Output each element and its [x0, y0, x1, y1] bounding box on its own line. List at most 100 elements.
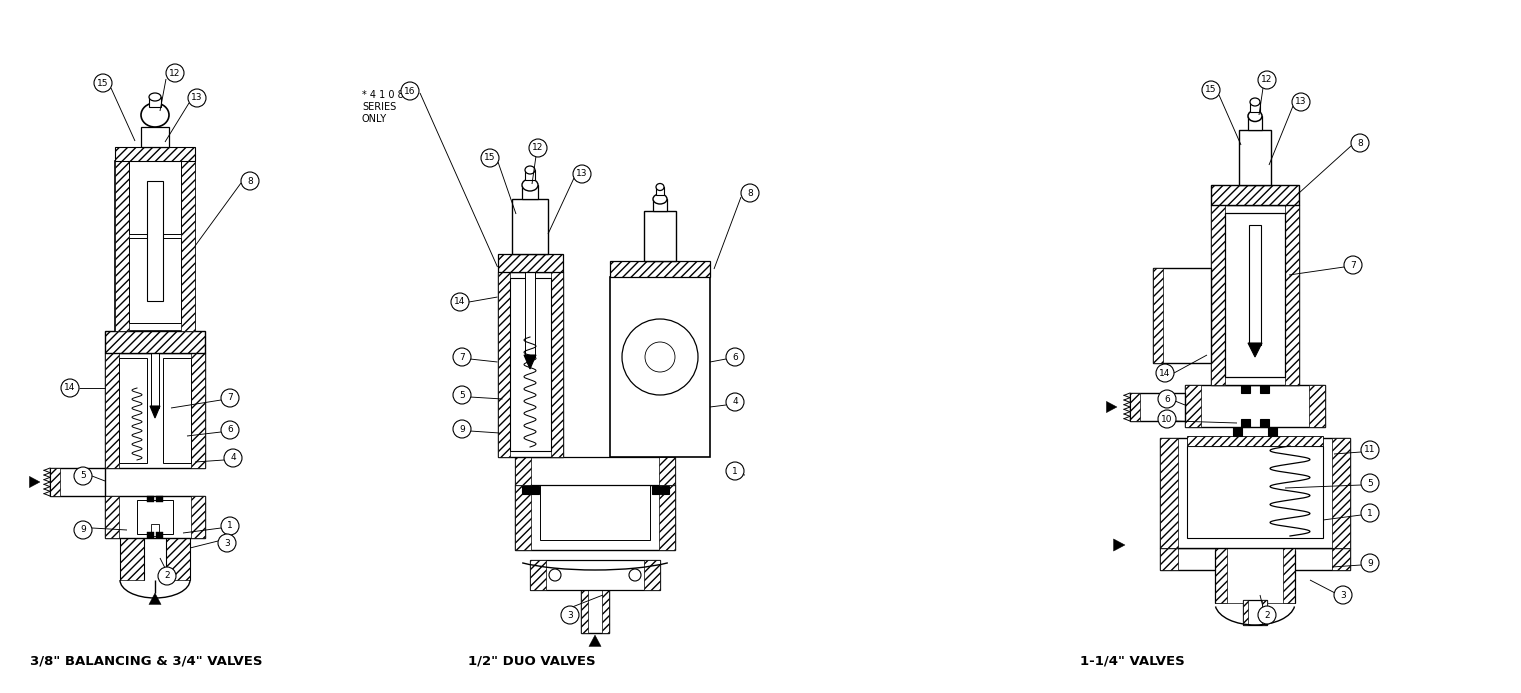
Text: 2: 2	[164, 572, 170, 581]
Bar	[149, 97, 161, 107]
Circle shape	[75, 467, 91, 485]
Bar	[116, 161, 129, 331]
Circle shape	[1157, 410, 1176, 428]
Text: 1-1/4" VALVES: 1-1/4" VALVES	[1080, 655, 1185, 668]
Bar	[1243, 600, 1249, 625]
Bar	[1259, 385, 1269, 393]
Bar	[1332, 548, 1351, 570]
Bar	[653, 486, 660, 494]
Circle shape	[75, 521, 91, 539]
Text: 16: 16	[405, 87, 415, 96]
Bar	[662, 486, 669, 494]
Circle shape	[622, 319, 698, 395]
Bar	[510, 278, 551, 451]
Circle shape	[402, 82, 418, 100]
Circle shape	[726, 348, 744, 366]
Bar	[497, 254, 563, 272]
Bar	[1186, 446, 1323, 538]
Circle shape	[1202, 81, 1220, 99]
Bar	[1224, 213, 1285, 377]
Text: 15: 15	[484, 154, 496, 162]
Circle shape	[224, 449, 242, 467]
Bar	[151, 524, 160, 536]
Circle shape	[61, 379, 79, 397]
Circle shape	[481, 149, 499, 167]
Bar	[581, 578, 589, 633]
Bar	[157, 496, 163, 502]
Bar	[564, 490, 625, 520]
Circle shape	[1156, 364, 1174, 382]
Bar	[1250, 102, 1259, 112]
Bar	[525, 272, 535, 357]
Bar	[656, 187, 665, 195]
Bar	[163, 358, 192, 463]
Text: 11: 11	[1364, 446, 1377, 455]
Text: 14: 14	[455, 297, 465, 306]
Bar	[1153, 268, 1164, 363]
Circle shape	[1361, 474, 1380, 492]
Polygon shape	[1113, 539, 1126, 551]
Text: 15: 15	[1205, 85, 1217, 94]
Bar	[148, 181, 163, 301]
Circle shape	[158, 567, 176, 585]
Bar	[141, 127, 169, 147]
Bar	[1310, 385, 1325, 427]
Circle shape	[453, 420, 472, 438]
Bar	[1269, 427, 1278, 436]
Bar	[120, 538, 144, 580]
Bar	[497, 272, 510, 457]
Bar	[643, 560, 660, 590]
Text: 15: 15	[97, 78, 108, 87]
Polygon shape	[1106, 401, 1116, 412]
Circle shape	[240, 172, 259, 190]
Circle shape	[189, 89, 205, 107]
Text: 12: 12	[1261, 76, 1273, 85]
Ellipse shape	[656, 184, 665, 191]
Bar	[551, 272, 563, 457]
Text: 9: 9	[459, 425, 465, 434]
Bar	[192, 353, 205, 468]
Bar	[1161, 438, 1177, 548]
Circle shape	[221, 421, 239, 439]
Polygon shape	[525, 355, 535, 369]
Bar	[1185, 385, 1325, 427]
Bar	[1285, 205, 1299, 385]
Bar	[1234, 427, 1243, 436]
Circle shape	[1157, 390, 1176, 408]
Ellipse shape	[522, 179, 538, 191]
Bar	[1240, 130, 1272, 185]
Bar	[610, 277, 710, 457]
Text: 3/8" BALANCING & 3/4" VALVES: 3/8" BALANCING & 3/4" VALVES	[30, 655, 263, 668]
Text: 6: 6	[227, 426, 233, 435]
Circle shape	[726, 462, 744, 480]
Circle shape	[549, 569, 561, 581]
Bar	[1161, 438, 1351, 548]
Bar	[129, 161, 181, 234]
Bar	[516, 457, 531, 485]
Circle shape	[166, 64, 184, 82]
Text: 7: 7	[459, 353, 465, 362]
Bar	[516, 457, 675, 485]
Bar	[1259, 419, 1269, 427]
Text: 12: 12	[532, 143, 543, 152]
Bar	[643, 211, 675, 261]
Bar	[148, 496, 154, 502]
Bar	[151, 353, 160, 408]
Text: 6: 6	[1164, 394, 1170, 403]
Bar	[522, 486, 529, 494]
Text: 8: 8	[246, 177, 252, 186]
Text: 3: 3	[224, 538, 230, 547]
Text: 4: 4	[732, 398, 738, 407]
Bar	[525, 170, 535, 180]
Text: 3: 3	[1340, 590, 1346, 599]
Circle shape	[1345, 256, 1361, 274]
Polygon shape	[1249, 343, 1262, 357]
Ellipse shape	[525, 166, 535, 174]
Text: 14: 14	[64, 383, 76, 392]
Text: 13: 13	[192, 94, 202, 103]
Bar	[602, 578, 608, 633]
Circle shape	[218, 534, 236, 552]
Ellipse shape	[149, 93, 161, 101]
Text: 7: 7	[227, 394, 233, 403]
Bar	[105, 496, 119, 538]
